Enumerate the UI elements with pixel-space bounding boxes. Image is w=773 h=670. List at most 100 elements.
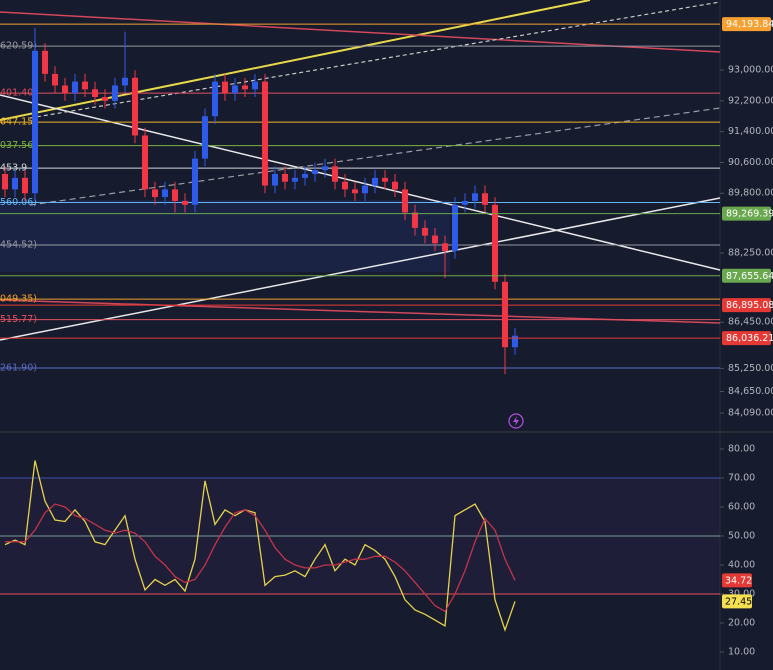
y-tick-label: 50.00 — [728, 530, 755, 541]
price-badge-label: 94,193.84 — [726, 19, 773, 30]
price-badge-label: 86,895.08 — [726, 300, 773, 311]
candle-body — [332, 166, 338, 182]
price-badge — [722, 206, 771, 221]
level-label: 049.35) — [0, 294, 37, 305]
alert-icon[interactable] — [508, 413, 524, 429]
candle-body — [92, 89, 98, 98]
candle-body — [272, 174, 278, 186]
level-label: 454.52) — [0, 240, 37, 251]
rsi-line — [5, 503, 516, 613]
candle-body — [42, 50, 48, 74]
candle-body — [162, 189, 168, 198]
price-badge-label: 86,036.21 — [726, 333, 773, 344]
price-badge — [722, 268, 771, 283]
candle-body — [152, 189, 158, 198]
candle-body — [12, 177, 18, 190]
y-tick-label: 84,090.00 — [728, 408, 773, 419]
y-tick-label: 91,400.00 — [728, 126, 773, 137]
candle-body — [212, 81, 218, 117]
y-tick-label: 88,250.00 — [728, 247, 773, 258]
level-label: 515.77) — [0, 314, 37, 325]
candle-body — [82, 81, 88, 90]
candle-body — [72, 81, 78, 94]
candle-body — [52, 73, 58, 86]
candle-body — [352, 189, 358, 194]
candle-body — [232, 85, 238, 94]
trend-line — [0, 94, 721, 271]
candle-body — [362, 185, 368, 194]
candle-body — [472, 193, 478, 201]
value-badge-label: 34.72 — [725, 575, 752, 586]
trend-line — [0, 11, 721, 53]
candle-body — [402, 189, 408, 213]
candle-body — [492, 204, 498, 282]
candle-body — [372, 177, 378, 186]
candle-body — [172, 189, 178, 201]
y-tick-label: 70.00 — [728, 472, 755, 483]
y-tick-label: 86,450.00 — [728, 317, 773, 328]
candle-body — [432, 235, 438, 244]
rsi-line — [4, 460, 516, 633]
candle-body — [322, 166, 328, 171]
candle-body — [502, 281, 508, 348]
y-tick-label: 89,800.00 — [728, 188, 773, 199]
candle-body — [442, 243, 448, 251]
candle-body — [392, 181, 398, 190]
value-badge — [722, 573, 752, 588]
price-badge-label: 89,269.39 — [726, 209, 773, 220]
level-label: 401.40) — [0, 88, 37, 99]
price-badge — [722, 298, 771, 313]
candle-body — [192, 158, 198, 205]
candle-body — [32, 50, 38, 194]
level-label: 037.56) — [0, 140, 37, 151]
y-tick-label: 93,000.00 — [728, 65, 773, 76]
y-tick-label: 60.00 — [728, 501, 755, 512]
trend-line — [0, 299, 721, 324]
candle-body — [382, 177, 388, 182]
candle-body — [512, 335, 518, 348]
candle-body — [222, 81, 228, 94]
trend-line — [0, 197, 721, 341]
candle-body — [262, 81, 268, 186]
price-badge — [722, 17, 771, 32]
candle-body — [2, 174, 8, 190]
candle-body — [102, 97, 108, 101]
candle-body — [482, 193, 488, 205]
candle-body — [282, 174, 288, 182]
level-label: 620.59) — [0, 41, 37, 52]
trend-line — [29, 107, 721, 206]
value-badge — [722, 594, 752, 609]
level-label: 647.15) — [0, 117, 37, 128]
y-tick-label: 20.00 — [728, 618, 755, 629]
price-badge — [722, 331, 771, 346]
candle-body — [122, 77, 128, 86]
candle-body — [242, 85, 248, 90]
trend-line — [29, 1, 721, 119]
candle-body — [132, 77, 138, 136]
candle-body — [142, 135, 148, 190]
y-tick-label: 92,200.00 — [728, 95, 773, 106]
y-tick-label: 80.00 — [728, 443, 755, 454]
candle-body — [462, 200, 468, 205]
y-tick-label: 90,600.00 — [728, 157, 773, 168]
candle-body — [422, 227, 428, 236]
candle-body — [252, 81, 258, 90]
candle-body — [412, 212, 418, 228]
candle-body — [292, 177, 298, 182]
y-tick-label: 10.00 — [728, 647, 755, 658]
price-badge-label: 87,655.64 — [726, 271, 773, 282]
candle-body — [312, 170, 318, 175]
candle-body — [182, 200, 188, 205]
candle-body — [202, 116, 208, 159]
alert-icon-bolt — [513, 416, 519, 426]
level-label: 261.90) — [0, 362, 37, 373]
level-label: 560.06) — [0, 197, 37, 208]
y-tick-label: 84,650.00 — [728, 386, 773, 397]
candle-body — [342, 181, 348, 190]
zone — [0, 200, 450, 272]
candle-body — [112, 85, 118, 101]
candle-body — [22, 177, 28, 194]
value-badge-label: 27.45 — [725, 596, 752, 607]
